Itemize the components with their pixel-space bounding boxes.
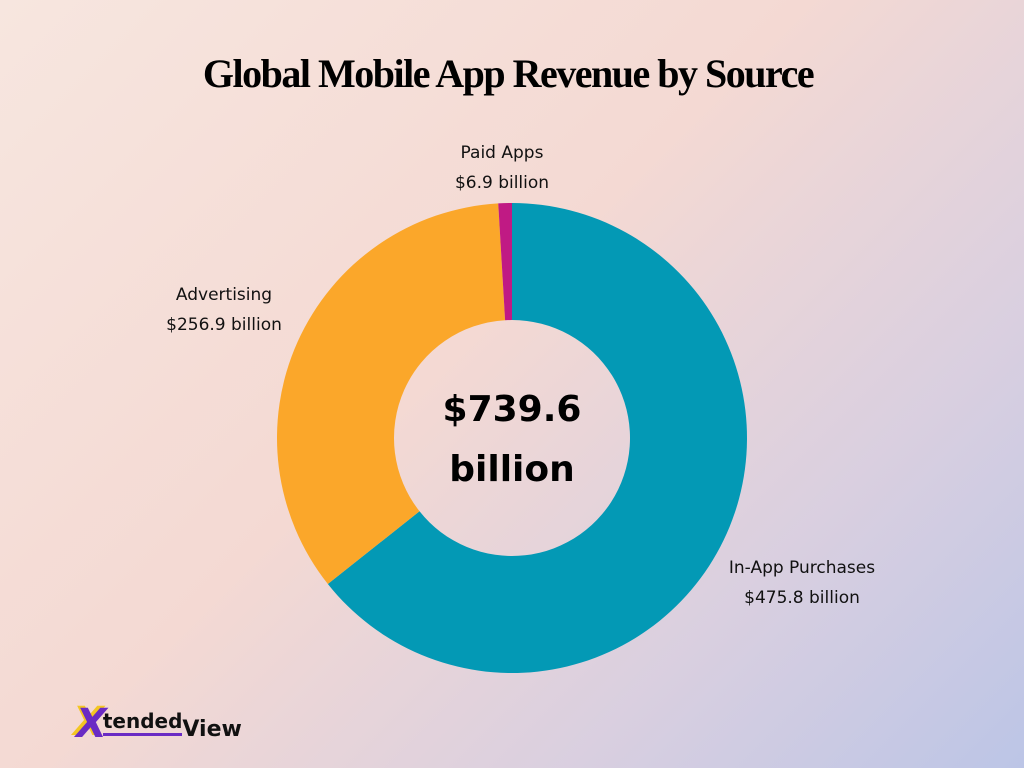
segment-value-label: $6.9 billion bbox=[455, 173, 549, 193]
brand-text: View bbox=[182, 717, 242, 742]
segment-value-label: $475.8 billion bbox=[744, 588, 860, 608]
segment-value-label: $256.9 billion bbox=[166, 315, 282, 335]
brand-mark: X bbox=[76, 701, 107, 747]
segment-label: Advertising bbox=[176, 285, 272, 305]
donut-segment bbox=[327, 203, 748, 673]
brand-logo: X tended View bbox=[76, 700, 242, 744]
donut-segment bbox=[498, 203, 512, 321]
segment-label: Paid Apps bbox=[461, 143, 544, 163]
brand-text: tended bbox=[102, 709, 183, 736]
chart-title: Global Mobile App Revenue by Source bbox=[203, 51, 814, 96]
donut-segment bbox=[277, 203, 506, 584]
segment-label: In-App Purchases bbox=[729, 558, 875, 578]
center-label: $739.6 billion bbox=[442, 389, 582, 490]
